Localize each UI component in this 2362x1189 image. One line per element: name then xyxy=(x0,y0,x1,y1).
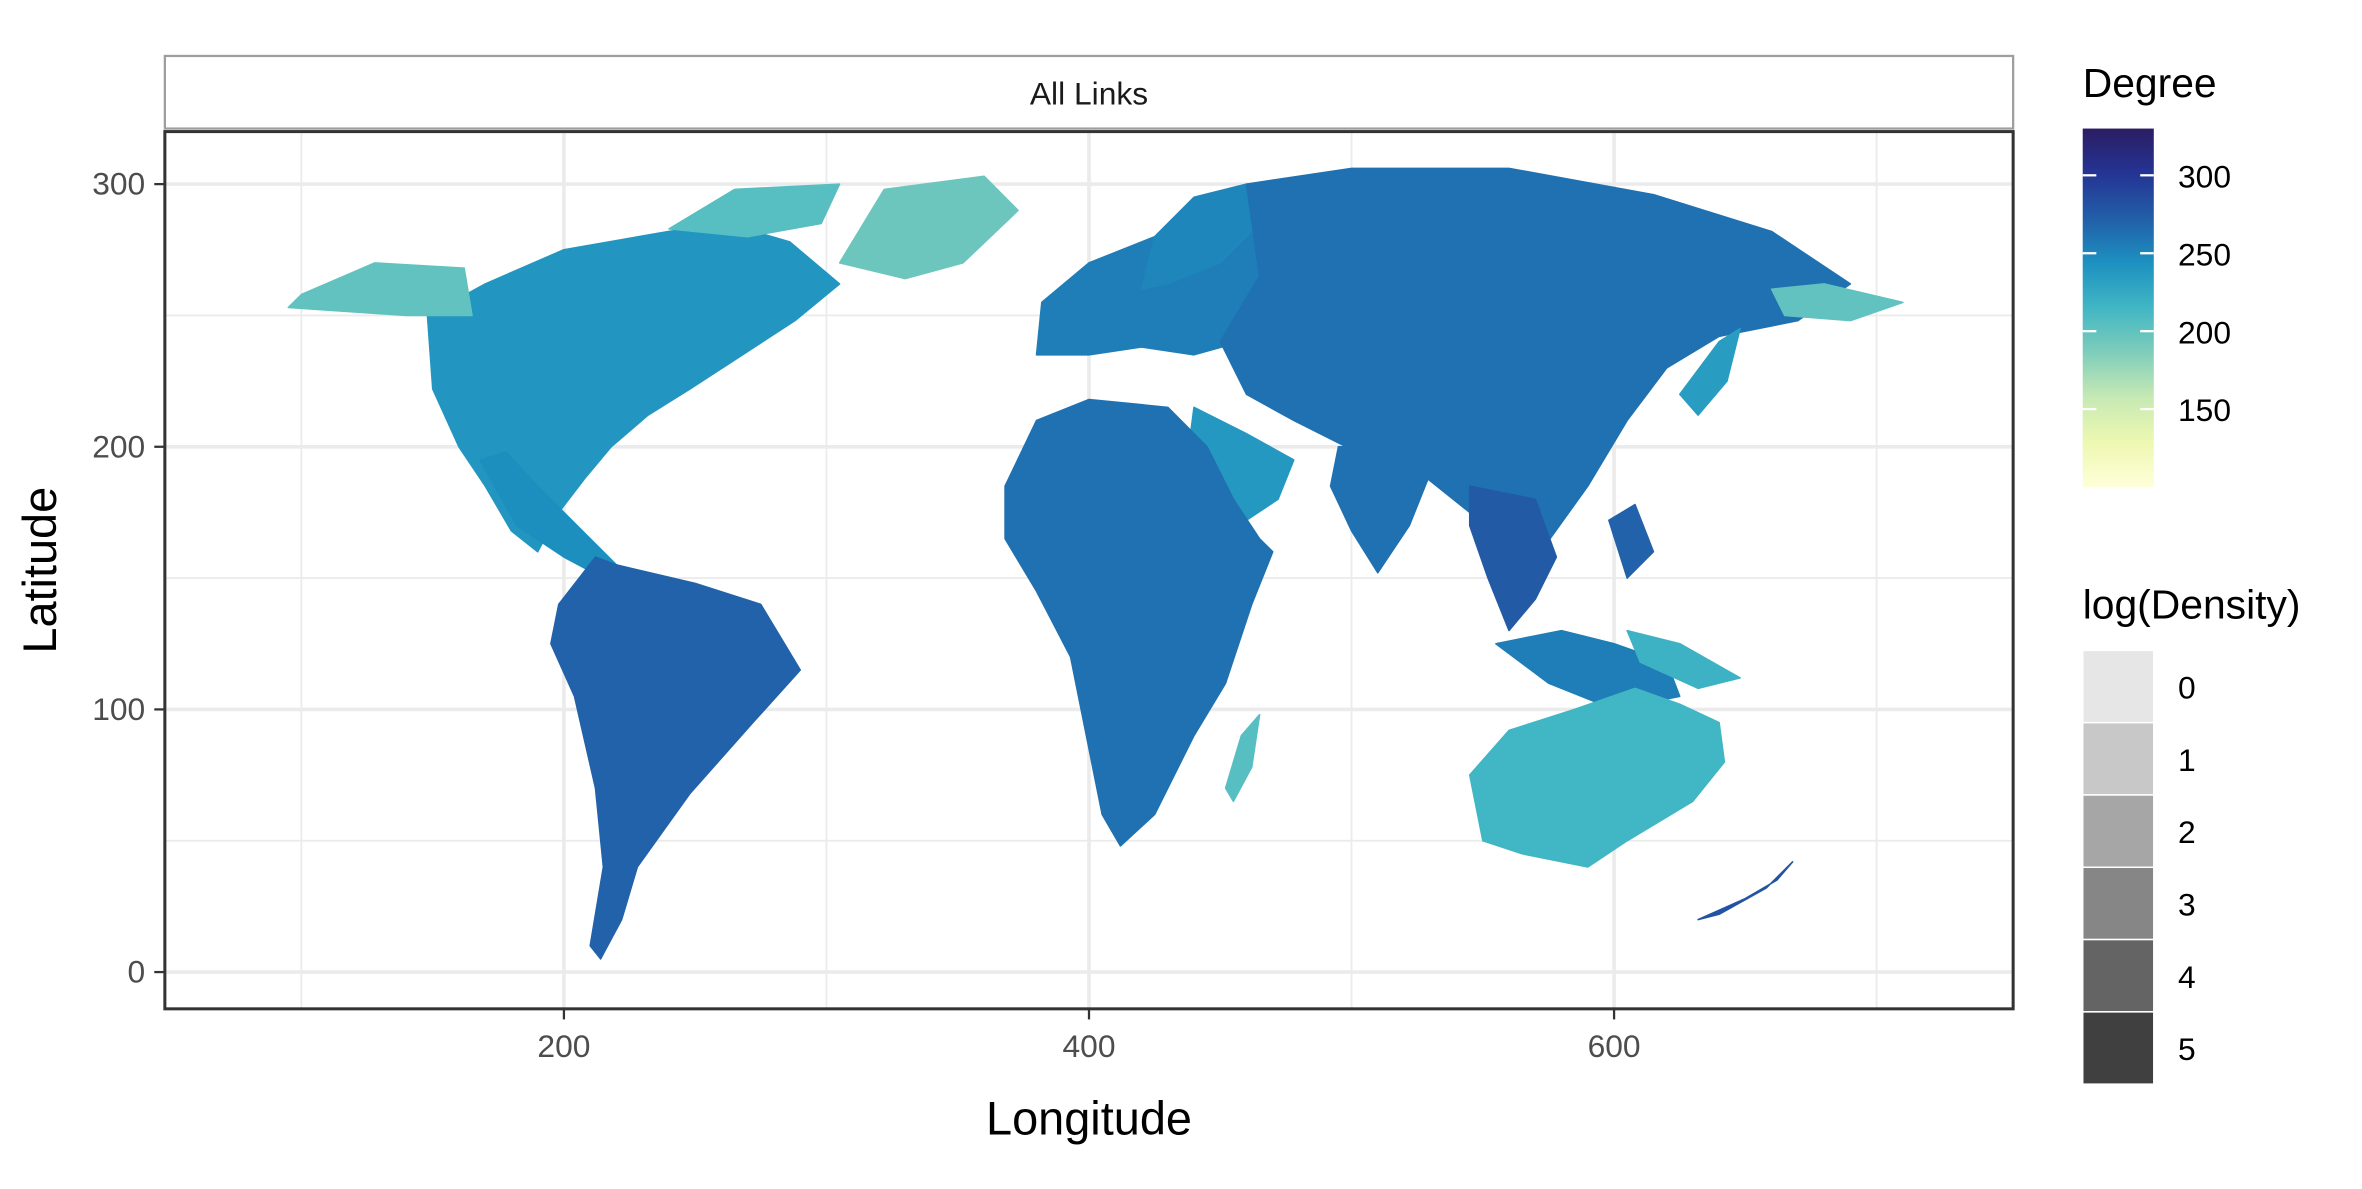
density-key-label: 4 xyxy=(2178,959,2196,995)
region-greenland xyxy=(838,175,1019,280)
panel-strip xyxy=(163,54,2015,130)
degree-tick-label: 250 xyxy=(2178,236,2231,272)
density-key xyxy=(2081,938,2155,1013)
region-madagascar xyxy=(1224,713,1261,803)
x-tick-label: 600 xyxy=(1588,1028,1641,1064)
x-tick-label: 400 xyxy=(1063,1028,1116,1064)
y-tick-label: 0 xyxy=(128,954,146,990)
density-legend-keys: 0 1 2 3 4 5 xyxy=(2081,649,2196,1085)
region-africa xyxy=(1004,398,1274,847)
density-key xyxy=(2081,794,2155,869)
region-philippines xyxy=(1608,503,1655,579)
region-alaska xyxy=(287,262,473,317)
region-southeast-asia xyxy=(1468,485,1558,632)
map-regions xyxy=(287,167,1904,960)
density-key xyxy=(2081,866,2155,941)
region-japan xyxy=(1679,327,1741,416)
degree-tick-label: 300 xyxy=(2178,158,2231,194)
region-north-america xyxy=(426,222,841,553)
region-new-zealand xyxy=(1697,861,1794,921)
region-australia xyxy=(1468,687,1726,868)
density-key xyxy=(2081,649,2155,724)
degree-colorbar xyxy=(2082,128,2154,488)
region-south-america xyxy=(550,556,802,960)
y-tick-label: 100 xyxy=(92,691,145,727)
density-key-label: 0 xyxy=(2178,670,2196,706)
x-axis-label: Longitude xyxy=(986,1092,1192,1144)
y-tick-label: 300 xyxy=(92,166,145,202)
region-arctic-islands xyxy=(668,183,841,238)
y-tick-label: 200 xyxy=(92,428,145,464)
y-axis: 0 100 200 300 xyxy=(92,166,165,990)
density-key xyxy=(2081,1011,2155,1085)
density-legend-title: log(Density) xyxy=(2083,582,2301,628)
degree-colorbar-ticks: 150 200 250 300 xyxy=(2082,158,2231,428)
density-key-label: 2 xyxy=(2178,814,2196,850)
density-key-label: 3 xyxy=(2178,887,2196,923)
x-axis: 200 400 600 xyxy=(537,1008,1641,1064)
density-key-label: 1 xyxy=(2178,742,2196,778)
x-tick-label: 200 xyxy=(537,1028,590,1064)
degree-tick-label: 200 xyxy=(2178,314,2231,350)
degree-tick-label: 150 xyxy=(2178,392,2231,428)
y-axis-label: Latitude xyxy=(14,487,66,654)
panel-title: All Links xyxy=(1030,75,1148,111)
degree-legend-title: Degree xyxy=(2083,60,2217,106)
region-new-guinea xyxy=(1626,629,1741,690)
density-key-label: 5 xyxy=(2178,1031,2196,1067)
region-kamchatka xyxy=(1770,283,1904,322)
region-asia xyxy=(1219,167,1852,558)
density-key xyxy=(2081,721,2155,796)
region-india xyxy=(1329,446,1432,574)
